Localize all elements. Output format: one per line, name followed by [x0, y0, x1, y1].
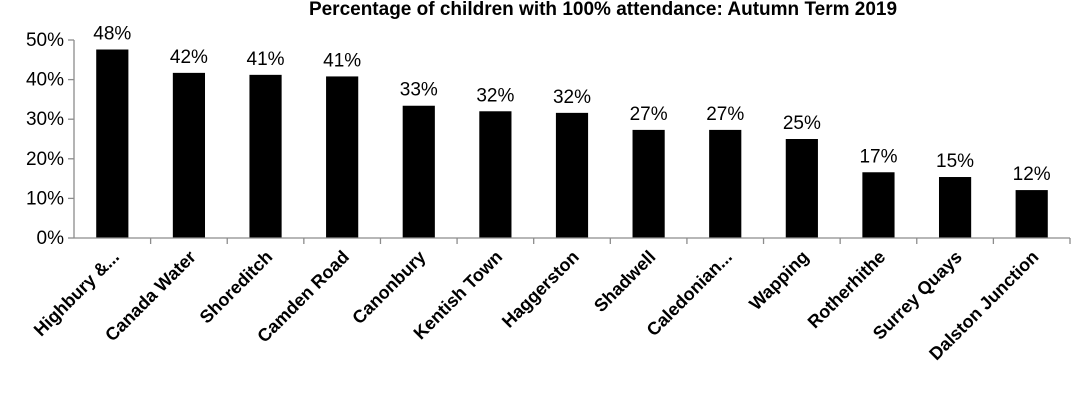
data-label: 48%	[93, 24, 131, 45]
data-label: 32%	[476, 85, 514, 106]
y-tick-label: 10%	[26, 188, 64, 209]
chart-title: Percentage of children with 100% attenda…	[309, 0, 897, 20]
bar	[632, 129, 665, 238]
y-tick-label: 40%	[26, 70, 64, 91]
data-label: 41%	[323, 50, 361, 71]
x-tick-label: Shadwell	[590, 247, 659, 316]
data-label: 27%	[630, 104, 668, 125]
y-tick-label: 50%	[26, 30, 64, 51]
data-label: 27%	[706, 104, 744, 125]
y-tick-label: 30%	[26, 109, 64, 130]
x-tick-label: Haggerston	[498, 247, 583, 332]
bar	[709, 129, 742, 238]
x-tick-label: Wapping	[745, 247, 812, 314]
data-label: 17%	[859, 146, 897, 167]
data-labels: 48% 42% 41% 41% 33% 32% 32% 27% 27% 25% 17% 15% 12%	[93, 24, 1051, 186]
bar	[785, 139, 818, 238]
x-tick-label: Shoreditch	[196, 247, 277, 328]
x-tick-label: Rotherhithe	[804, 247, 890, 333]
bar	[1015, 190, 1048, 238]
data-label: 41%	[247, 49, 285, 70]
bar	[555, 112, 589, 238]
bar	[479, 111, 512, 238]
bar	[402, 105, 435, 239]
data-label: 25%	[783, 113, 821, 134]
y-tick-label: 0%	[37, 228, 65, 249]
data-label: 42%	[170, 47, 208, 68]
x-tick-label: Canonbury	[348, 247, 429, 328]
y-axis: 0% 10% 20% 30% 40% 50%	[26, 30, 75, 249]
data-label: 33%	[400, 80, 438, 101]
bar	[172, 72, 206, 238]
data-label: 32%	[553, 87, 591, 108]
data-label: 15%	[936, 151, 974, 172]
bar	[938, 177, 972, 238]
x-axis: Highbury &...Canada WaterShoreditchCamde…	[30, 237, 1071, 364]
bars	[96, 49, 1048, 239]
bar	[96, 49, 129, 239]
data-label: 12%	[1013, 164, 1051, 185]
y-tick-label: 20%	[26, 149, 64, 170]
bar	[326, 76, 359, 238]
bar	[249, 74, 282, 239]
bar	[862, 172, 895, 238]
